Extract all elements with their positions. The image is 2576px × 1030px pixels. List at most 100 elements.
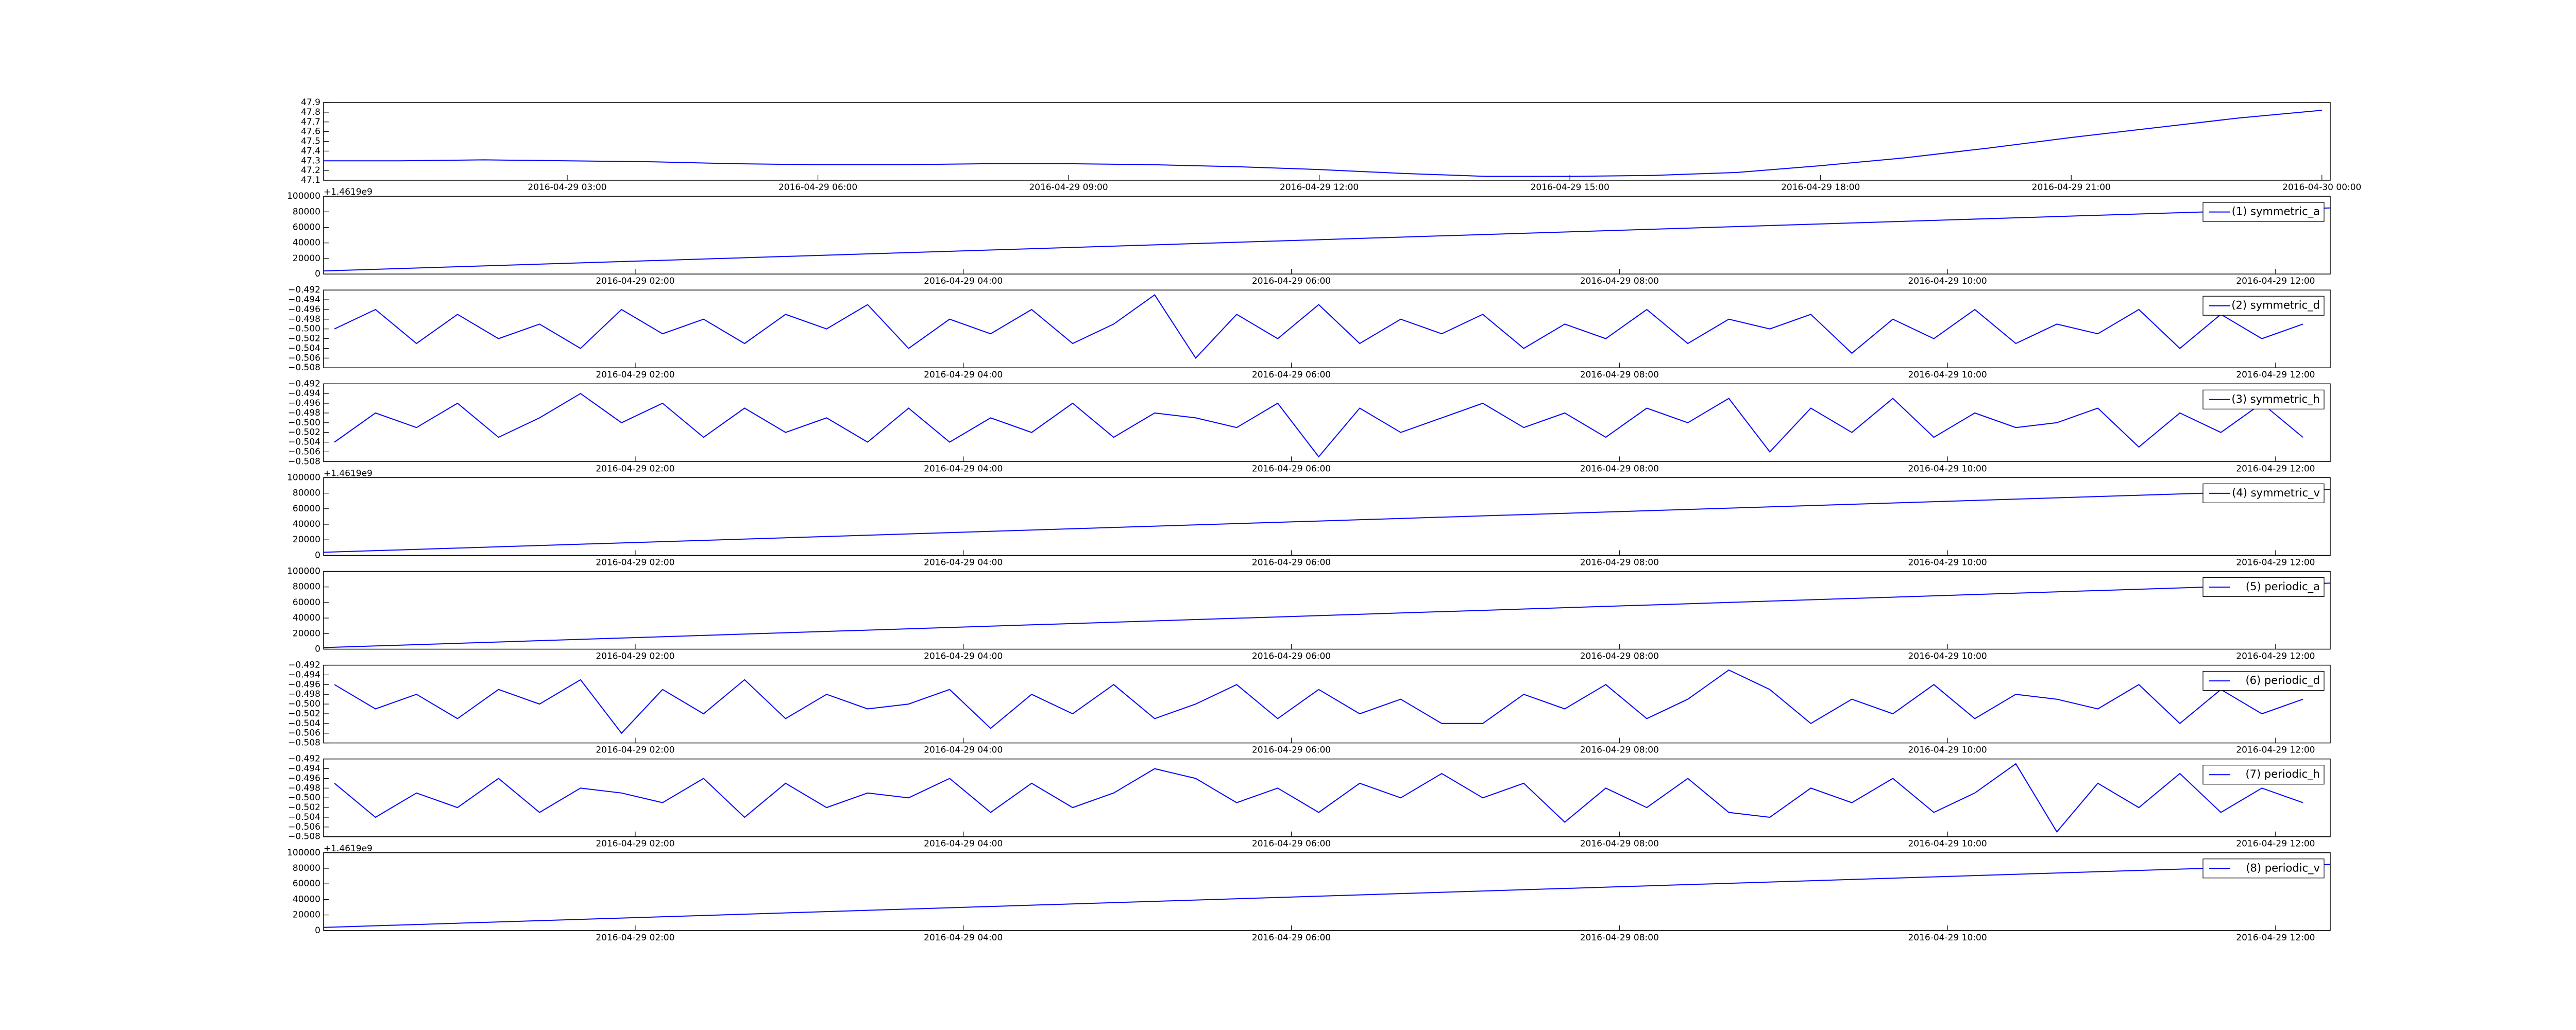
- axes-frame: [323, 102, 2331, 181]
- series-line: [334, 763, 2303, 833]
- y-tick-label: 0: [315, 644, 320, 655]
- y-tick-label: −0.494: [288, 388, 320, 399]
- x-tick-label: 2016-04-29 10:00: [1908, 557, 1987, 568]
- x-tick-label: 2016-04-29 10:00: [1908, 464, 1987, 474]
- y-tick-label: −0.504: [288, 718, 320, 729]
- x-tick-label: 2016-04-29 08:00: [1580, 370, 1659, 380]
- x-tick-label: 2016-04-29 02:00: [596, 464, 674, 474]
- x-tick-label: 2016-04-29 02:00: [596, 651, 674, 662]
- legend-label: (6) periodic_d: [2245, 674, 2320, 687]
- y-tick-label: 47.1: [301, 175, 320, 185]
- series-line: [334, 294, 2303, 359]
- y-tick-label: −0.492: [288, 754, 320, 764]
- x-tick-label: 2016-04-29 06:00: [1252, 276, 1331, 286]
- legend-label: (8) periodic_v: [2246, 862, 2320, 874]
- axes-frame: [323, 383, 2331, 462]
- y-tick-label: 20000: [293, 628, 320, 639]
- x-tick-label: 2016-04-29 04:00: [924, 557, 1003, 568]
- y-tick-label: −0.498: [288, 314, 320, 324]
- x-tick-label: 2016-04-29 02:00: [596, 745, 674, 756]
- x-tick-label: 2016-04-29 06:00: [1252, 933, 1331, 943]
- x-tick-label: 2016-04-29 04:00: [924, 276, 1003, 286]
- legend-label: (7) periodic_h: [2245, 768, 2320, 781]
- y-tick-label: 47.9: [301, 97, 320, 108]
- x-tick-label: 2016-04-29 06:00: [1252, 370, 1331, 380]
- y-tick-label: 0: [315, 925, 320, 936]
- x-tick-label: 2016-04-29 08:00: [1580, 557, 1659, 568]
- x-tick-label: 2016-04-29 10:00: [1908, 276, 1987, 286]
- x-tick-label: 2016-04-29 12:00: [2236, 933, 2315, 943]
- x-tick-label: 2016-04-29 08:00: [1580, 933, 1659, 943]
- y-tick-label: 60000: [293, 504, 320, 514]
- x-tick-label: 2016-04-29 08:00: [1580, 464, 1659, 474]
- y-tick-label: −0.502: [288, 427, 320, 438]
- y-tick-label: 20000: [293, 535, 320, 545]
- y-tick-label: 47.4: [301, 146, 320, 156]
- x-tick-label: 2016-04-29 06:00: [1252, 464, 1331, 474]
- y-tick-label: 47.7: [301, 117, 320, 127]
- y-tick-label: 47.8: [301, 107, 320, 117]
- x-tick-label: 2016-04-29 12:00: [2236, 276, 2315, 286]
- x-tick-label: 2016-04-29 06:00: [778, 182, 857, 193]
- x-tick-label: 2016-04-29 12:00: [2236, 557, 2315, 568]
- y-offset-text: +1.4619e9: [324, 468, 372, 478]
- series-line: [323, 582, 2331, 648]
- x-tick-label: 2016-04-29 12:00: [2236, 464, 2315, 474]
- legend-label: (4) symmetric_v: [2232, 487, 2320, 500]
- y-tick-label: −0.498: [288, 783, 320, 793]
- series-line: [334, 669, 2303, 734]
- y-tick-label: 0: [315, 269, 320, 279]
- axes-frame: [323, 758, 2331, 837]
- series-line: [323, 864, 2331, 928]
- x-tick-label: 2016-04-29 12:00: [2236, 745, 2315, 756]
- series-line: [334, 393, 2303, 458]
- y-tick-label: −0.496: [288, 679, 320, 690]
- y-tick-label: −0.502: [288, 334, 320, 344]
- y-tick-label: 100000: [287, 472, 320, 483]
- x-tick-label: 2016-04-29 02:00: [596, 370, 674, 380]
- y-tick-label: −0.500: [288, 418, 320, 428]
- axes-frame: [323, 477, 2331, 556]
- y-tick-label: −0.504: [288, 437, 320, 448]
- y-tick-label: 100000: [287, 848, 320, 858]
- x-tick-label: 2016-04-29 08:00: [1580, 839, 1659, 849]
- y-tick-label: −0.504: [288, 812, 320, 822]
- y-tick-label: 40000: [293, 613, 320, 623]
- x-tick-label: 2016-04-29 12:00: [1280, 182, 1359, 193]
- y-tick-label: 40000: [293, 519, 320, 529]
- y-tick-label: 47.2: [301, 165, 320, 176]
- y-tick-label: 100000: [287, 566, 320, 577]
- y-tick-label: −0.496: [288, 304, 320, 315]
- x-tick-label: 2016-04-29 02:00: [596, 276, 674, 286]
- y-tick-label: 47.5: [301, 136, 320, 147]
- y-tick-label: −0.500: [288, 793, 320, 803]
- y-tick-label: −0.492: [288, 379, 320, 389]
- y-tick-label: −0.506: [288, 447, 320, 457]
- y-tick-label: −0.506: [288, 728, 320, 739]
- y-tick-label: 47.6: [301, 127, 320, 137]
- x-tick-label: 2016-04-29 12:00: [2236, 839, 2315, 849]
- x-tick-label: 2016-04-29 04:00: [924, 933, 1003, 943]
- y-tick-label: −0.500: [288, 699, 320, 709]
- y-tick-label: −0.498: [288, 689, 320, 699]
- x-tick-label: 2016-04-29 10:00: [1908, 933, 1987, 943]
- y-tick-label: 100000: [287, 191, 320, 201]
- y-tick-label: −0.494: [288, 670, 320, 680]
- x-tick-label: 2016-04-29 18:00: [1781, 182, 1860, 193]
- y-tick-label: −0.502: [288, 802, 320, 813]
- y-tick-label: −0.496: [288, 773, 320, 783]
- y-tick-label: −0.504: [288, 343, 320, 353]
- y-tick-label: −0.492: [288, 660, 320, 671]
- x-tick-label: 2016-04-29 10:00: [1908, 745, 1987, 756]
- axes-frame: [323, 571, 2331, 650]
- x-tick-label: 2016-04-29 08:00: [1580, 276, 1659, 286]
- y-tick-label: 80000: [293, 207, 320, 217]
- x-tick-label: 2016-04-29 06:00: [1252, 557, 1331, 568]
- x-tick-label: 2016-04-29 08:00: [1580, 745, 1659, 756]
- y-tick-label: 60000: [293, 597, 320, 608]
- x-tick-label: 2016-04-29 06:00: [1252, 745, 1331, 756]
- y-tick-label: 40000: [293, 238, 320, 248]
- x-tick-label: 2016-04-29 03:00: [528, 182, 606, 193]
